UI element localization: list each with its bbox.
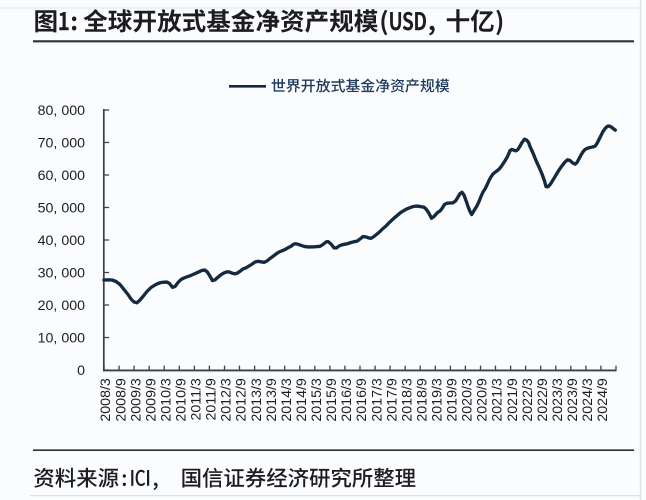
svg-text:2014/9: 2014/9 xyxy=(294,378,310,422)
svg-text:2008/3: 2008/3 xyxy=(98,378,114,422)
svg-text:2020/9: 2020/9 xyxy=(475,378,491,422)
svg-text:2012/3: 2012/3 xyxy=(219,378,235,422)
svg-text:60, 000: 60, 000 xyxy=(38,168,85,184)
svg-text:2011/9: 2011/9 xyxy=(204,378,220,420)
svg-text:2010/9: 2010/9 xyxy=(174,378,190,422)
svg-text:2017/9: 2017/9 xyxy=(384,378,400,422)
svg-text:2022/9: 2022/9 xyxy=(535,378,551,422)
svg-text:50, 000: 50, 000 xyxy=(38,201,85,217)
svg-text:2021/9: 2021/9 xyxy=(505,378,521,422)
svg-text:2023/9: 2023/9 xyxy=(565,378,581,422)
svg-text:80, 000: 80, 000 xyxy=(38,103,85,119)
svg-text:20, 000: 20, 000 xyxy=(38,298,85,314)
svg-text:2021/3: 2021/3 xyxy=(490,378,506,422)
svg-text:2013/3: 2013/3 xyxy=(249,378,265,422)
svg-text:2010/3: 2010/3 xyxy=(158,378,174,422)
svg-text:2016/3: 2016/3 xyxy=(339,378,355,422)
svg-text:2020/3: 2020/3 xyxy=(460,378,476,422)
svg-text:0: 0 xyxy=(77,363,85,379)
svg-text:2009/3: 2009/3 xyxy=(128,378,144,422)
svg-text:2013/9: 2013/9 xyxy=(264,378,280,422)
svg-text:30, 000: 30, 000 xyxy=(38,266,85,282)
svg-text:2008/9: 2008/9 xyxy=(113,378,129,422)
svg-text:40, 000: 40, 000 xyxy=(38,233,85,249)
svg-text:2017/3: 2017/3 xyxy=(369,378,385,422)
svg-text:2015/9: 2015/9 xyxy=(324,378,340,422)
svg-text:2011/3: 2011/3 xyxy=(189,378,205,420)
svg-text:2018/9: 2018/9 xyxy=(414,378,430,422)
svg-text:2024/9: 2024/9 xyxy=(595,378,611,422)
svg-text:2018/3: 2018/3 xyxy=(399,378,415,422)
svg-text:2022/3: 2022/3 xyxy=(520,378,536,422)
svg-text:2014/3: 2014/3 xyxy=(279,378,295,422)
svg-text:2016/9: 2016/9 xyxy=(354,378,370,422)
svg-text:10, 000: 10, 000 xyxy=(38,331,85,347)
svg-text:2024/3: 2024/3 xyxy=(580,378,596,422)
svg-text:2023/3: 2023/3 xyxy=(550,378,566,422)
svg-text:2015/3: 2015/3 xyxy=(309,378,325,422)
svg-text:2009/9: 2009/9 xyxy=(143,378,159,422)
svg-text:2019/9: 2019/9 xyxy=(445,378,461,422)
svg-text:2019/3: 2019/3 xyxy=(430,378,446,422)
svg-text:2012/9: 2012/9 xyxy=(234,378,250,422)
svg-text:70, 000: 70, 000 xyxy=(38,136,85,152)
